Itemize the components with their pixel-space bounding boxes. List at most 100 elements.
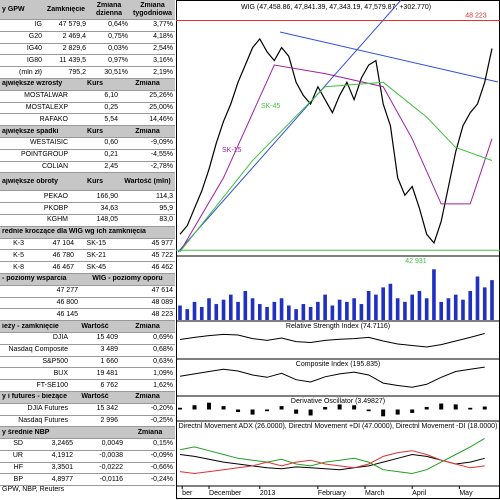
oscillator-bar (323, 406, 328, 410)
table-row: 47 277 47 614 (0, 286, 175, 298)
table-cell: -0,0222 (99, 464, 123, 472)
table-cell: 48 223 (151, 310, 173, 318)
volume-bar (316, 301, 320, 320)
oscillator-bar (352, 405, 357, 410)
volume-bar (272, 301, 277, 320)
panel-title: Derivative Oscillator (3.49827) (291, 398, 385, 405)
section-header: rednie kroczące dla WIG wg ich zamknięci… (0, 226, 175, 239)
table-cell: -4,55% (150, 151, 173, 159)
panel-title: Directnl Movement ADX (26.0000), Directn… (179, 423, 498, 430)
oscillator-bar (265, 409, 270, 412)
header-cell: ajwiększe obroty (2, 177, 59, 185)
oscillator-bar (178, 407, 182, 410)
table-row: IG80 11 439,5 0,97% 3,16% (0, 55, 175, 68)
table-row: POINTGROUP 0,21 -4,55% (0, 150, 175, 162)
oscillator-bar (439, 403, 444, 410)
oscillator-bar (453, 404, 458, 410)
table-cell: PKOBP (43, 204, 68, 212)
volume-bar (294, 309, 298, 320)
volume-bar (403, 301, 407, 320)
header-cell: Wartość (mln) (124, 177, 171, 185)
table-cell: 46 462 (151, 263, 173, 271)
table-cell: 795,2 (68, 68, 86, 76)
table-row: K-8 46 467 SK-45 46 462 (0, 262, 175, 274)
header-cell: ajwiększe spadki (2, 127, 59, 135)
oscillator-bar (207, 402, 212, 410)
table-cell: 0,0049 (101, 440, 123, 448)
volume-bar (352, 298, 356, 320)
volume-bar (258, 304, 262, 320)
table-cell: SD (13, 440, 23, 448)
table-cell: PEKAO (43, 192, 68, 200)
volume-bar (287, 305, 291, 320)
header-cell: Zmiana (135, 322, 160, 330)
table-cell: 6 762 (100, 381, 118, 389)
table-row: PEKAO 166,90 114,3 (0, 191, 175, 204)
oscillator-bar (366, 409, 371, 412)
table-cell: 0,21 (104, 151, 118, 159)
table-cell: 2,19% (153, 68, 173, 76)
table-cell: UR (12, 452, 23, 460)
panel-title: Composite Index (195.835) (296, 361, 380, 368)
table-cell: 45 722 (151, 251, 173, 259)
table-row: RAFAKO 5,54 14,46% (0, 114, 175, 127)
table-cell: 148,05 (96, 216, 118, 224)
table-cell: G20 (28, 33, 42, 41)
table-cell: 2 829,6 (62, 44, 86, 52)
table-cell: 2 469,4 (62, 33, 86, 41)
table-cell: SK-21 (86, 251, 106, 259)
x-tick-label: February (318, 490, 347, 497)
table-cell: 6,10 (104, 92, 118, 100)
indicator-line (179, 333, 485, 348)
header-cell: y GPW (2, 5, 25, 13)
table-cell: SK-15 (86, 239, 106, 247)
table-cell: 4,18% (153, 33, 173, 41)
table-cell: 95,9 (159, 204, 173, 212)
table-cell: DJIA (52, 334, 68, 342)
table-cell: 46 467 (52, 263, 74, 271)
table-row: 46 145 48 223 (0, 309, 175, 322)
table-cell: 34,63 (100, 204, 118, 212)
table-cell: MOSTALEXP (25, 103, 68, 111)
table-row: IG 47 579,9 0,64% 3,77% (0, 20, 175, 32)
table-row: UR 4,1912 -0,0038 -0,09% (0, 451, 175, 463)
table-row: K-3 47 104 SK-15 45 977 (0, 239, 175, 251)
table-cell: K-3 (13, 239, 24, 247)
table-cell: K-5 (13, 251, 24, 259)
table-cell: BP (13, 475, 23, 483)
indicator-line (179, 366, 485, 388)
table-cell: -2,78% (150, 162, 173, 170)
x-tick-label: ber (182, 490, 193, 497)
table-row: SD 3,2465 0,0049 0,15% (0, 439, 175, 451)
table-row: MOSTALEXP 0,25 25,00% (0, 103, 175, 115)
header-cell: Kurs (87, 127, 103, 135)
table-cell: 0,63% (153, 357, 173, 365)
table-cell: 3,16% (153, 56, 173, 64)
table-cell: KGHM (47, 216, 68, 224)
table-cell: 0,68% (153, 346, 173, 354)
chart-title: WIG (47,458.86, 47,841.39, 47,343.19, 47… (241, 4, 431, 11)
table-cell: 2 996 (100, 416, 118, 424)
header-cell: - poziomy wsparcia (2, 275, 67, 283)
table-cell: SK-45 (86, 263, 106, 271)
header-cell: y średnie NBP (2, 428, 50, 436)
table-cell: IG40 (26, 44, 42, 52)
volume-bar (192, 301, 197, 320)
table-cell: 1 660 (100, 357, 118, 365)
table-cell: 4,1912 (51, 452, 73, 460)
table-cell: 0,75% (108, 33, 128, 41)
header-cell: ajwiększe wzrosty (2, 80, 63, 88)
table-cell: 46 780 (52, 251, 74, 259)
volume-bar (178, 305, 182, 320)
quotes-table: y GPW Zamknięcie Zmiana dzienna Zmiana tygo… (0, 0, 175, 500)
ma-label: SK-45 (261, 103, 281, 110)
table-row: G20 2 469,4 0,75% 4,18% (0, 32, 175, 44)
volume-bar (199, 306, 204, 320)
moving-average (179, 81, 493, 253)
table-cell: 0,97% (108, 56, 128, 64)
volume-bar (345, 301, 349, 320)
header-cell: Zmiana (135, 393, 160, 401)
header-cell: ieży - zamknięcie (2, 322, 59, 330)
volume-bar (337, 299, 342, 320)
volume-bar (214, 304, 219, 320)
